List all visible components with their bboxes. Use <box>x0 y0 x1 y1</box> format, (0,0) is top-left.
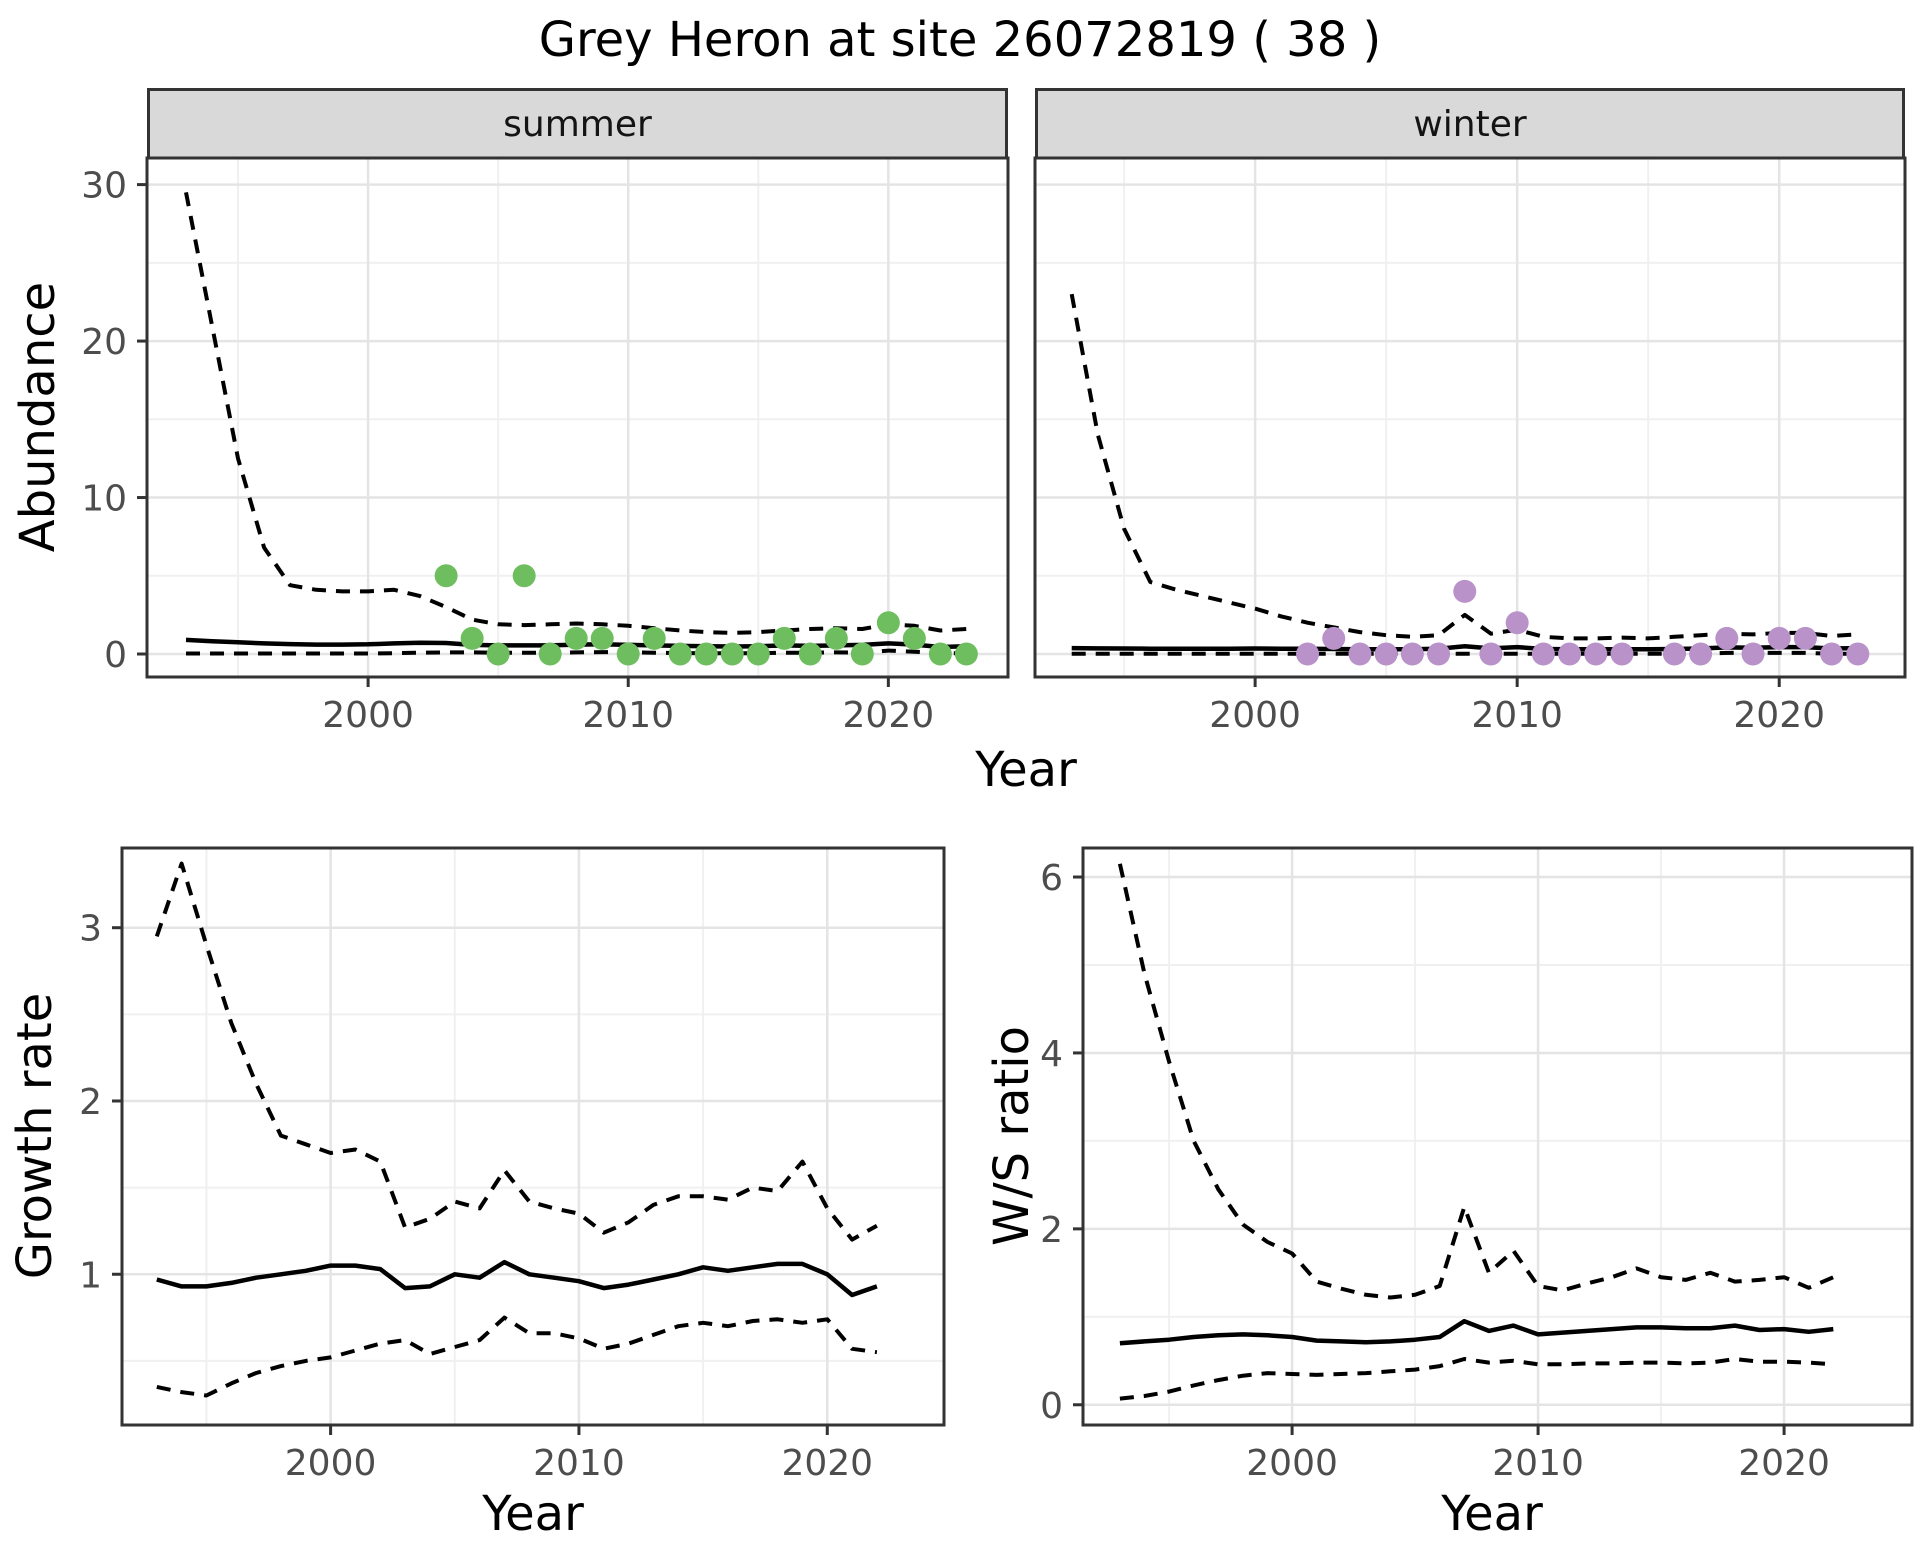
svg-text:10: 10 <box>81 479 127 520</box>
svg-text:30: 30 <box>81 166 127 207</box>
facet-strip-winter: winter <box>1035 88 1905 160</box>
svg-text:2000: 2000 <box>285 1443 377 1484</box>
svg-text:2000: 2000 <box>322 695 414 736</box>
svg-text:3: 3 <box>79 909 102 950</box>
svg-text:2: 2 <box>1040 1210 1063 1251</box>
svg-text:1: 1 <box>79 1255 102 1296</box>
svg-text:2010: 2010 <box>582 695 674 736</box>
svg-text:2000: 2000 <box>1246 1443 1338 1484</box>
svg-text:4: 4 <box>1040 1034 1063 1075</box>
axis-title-year-bottom-right: Year <box>1441 1486 1543 1542</box>
facet-strip-summer-label: summer <box>503 103 652 145</box>
axis-title-year-bottom-left: Year <box>482 1486 584 1542</box>
axis-title-abundance: Abundance <box>10 281 66 553</box>
axis-title-ws-ratio: W/S ratio <box>984 1025 1040 1247</box>
svg-text:2020: 2020 <box>1733 695 1825 736</box>
figure-title: Grey Heron at site 26072819 ( 38 ) <box>538 12 1382 68</box>
svg-text:2010: 2010 <box>1471 695 1563 736</box>
svg-text:20: 20 <box>81 322 127 363</box>
facet-strip-winter-label: winter <box>1413 103 1527 145</box>
svg-text:6: 6 <box>1040 858 1063 899</box>
axis-title-growth-rate: Growth rate <box>7 992 63 1280</box>
facet-strip-summer: summer <box>147 88 1008 160</box>
axis-title-year-top: Year <box>975 742 1077 798</box>
svg-text:2020: 2020 <box>843 695 935 736</box>
svg-text:0: 0 <box>1040 1386 1063 1427</box>
svg-text:2000: 2000 <box>1209 695 1301 736</box>
svg-text:2020: 2020 <box>781 1443 873 1484</box>
svg-text:2: 2 <box>79 1082 102 1123</box>
svg-text:2010: 2010 <box>1492 1443 1584 1484</box>
svg-text:2020: 2020 <box>1738 1443 1830 1484</box>
svg-text:0: 0 <box>104 635 127 676</box>
svg-text:2010: 2010 <box>533 1443 625 1484</box>
